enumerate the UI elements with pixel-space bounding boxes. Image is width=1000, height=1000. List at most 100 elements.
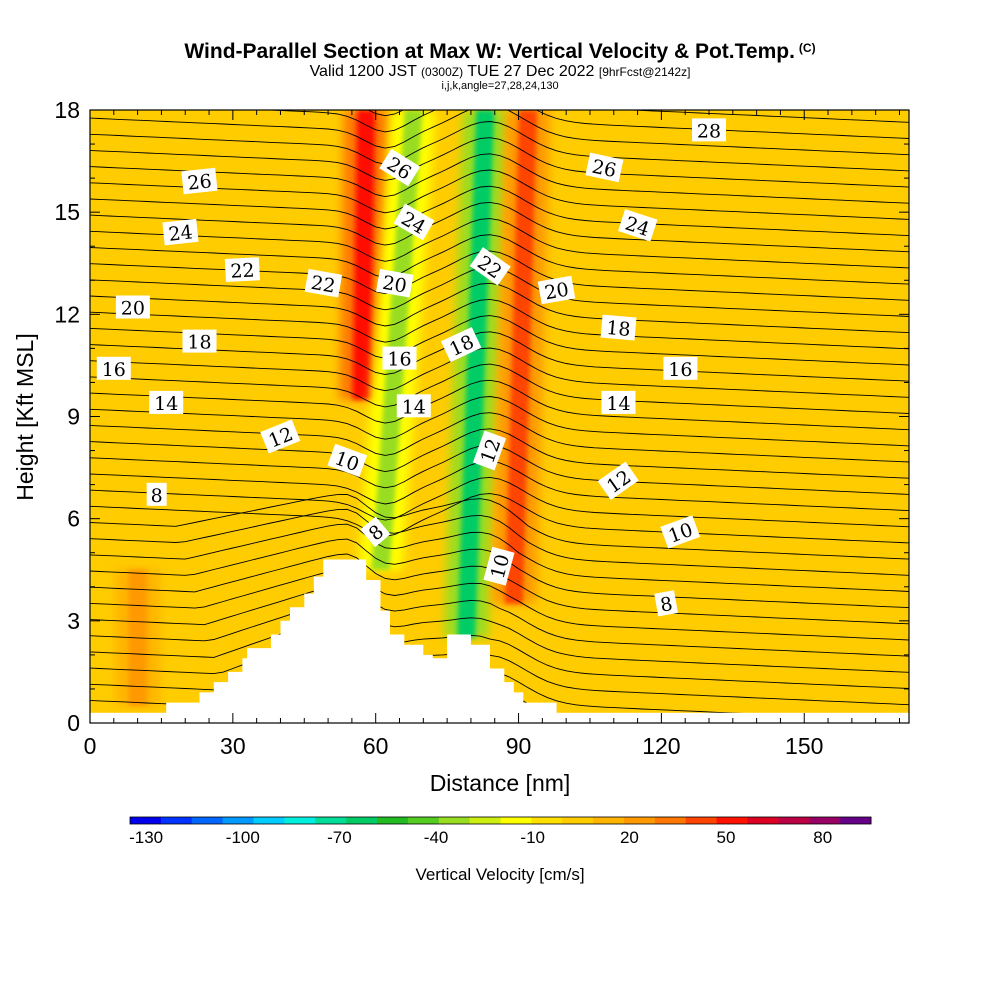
colorbar-swatch [407,817,440,824]
isentrope-line [90,412,909,463]
y-axis-label: Height [Kft MSL] [12,333,38,500]
colorbar-tick-label: 80 [813,828,832,847]
contour-label-text: 8 [659,593,675,617]
contour-label-text: 20 [381,272,409,298]
contour-label-text: 8 [151,485,163,507]
contour-label-box [379,148,421,187]
colorbar-swatch [531,817,563,824]
contour-label-box [182,329,217,353]
contour-label-text: 18 [187,332,211,354]
chart-title-text: Wind-Parallel Section at Max W: Vertical… [184,40,795,63]
colorbar: -130 -100 -70 -40 -10 20 50 80 [129,816,872,847]
colorbar-swatch [716,817,749,824]
contour-label-text: 18 [605,317,631,341]
velocity-field [90,110,909,723]
contour-label: 14 [601,390,636,415]
colorbar-swatch [160,817,193,824]
isentrope-line [90,298,909,350]
contour-label: 8 [654,590,678,617]
contour-label-text: 28 [697,120,721,142]
contour-label: 18 [600,314,637,341]
contour-label-box [224,257,260,282]
x-tick-label: 90 [506,733,532,759]
contour-label-box [618,209,658,242]
contour-label-text: 20 [121,298,145,320]
contour-label-box [483,546,515,586]
y-tick-label: 18 [54,97,80,123]
contour-label: 24 [393,203,435,241]
colorbar-swatch [346,817,378,824]
isentrope-line [90,137,909,188]
contour-label-text: 16 [668,359,692,381]
x-tick-label: 150 [785,733,823,759]
isentrope-line [90,598,909,673]
contour-label-box [601,390,636,414]
contour-label: 16 [96,356,131,381]
contour-label-box [327,443,368,477]
colorbar-swatch [222,817,255,824]
x-tick-label: 30 [220,733,246,759]
isentrope-line [90,185,909,237]
contour-label: 20 [115,295,150,320]
isentrope-line [90,379,909,431]
colorbar-tick-label: -70 [327,828,352,847]
contour-label-box [96,356,131,380]
isentrope-line [90,396,909,447]
contour-label-box [660,515,701,549]
isentrope-line [90,110,909,156]
colorbar-label: Vertical Velocity [cm/s] [415,865,584,884]
velocity-band-core [352,110,376,400]
contour-label-box [146,482,167,506]
contour-label: 18 [182,329,217,354]
terrain-shape [166,559,557,723]
colorbar-swatch [624,817,656,824]
isentrope-line [90,153,909,204]
contour-label: 20 [376,268,414,298]
velocity-band [491,110,551,604]
contour-label-box [654,590,678,617]
colorbar-swatch [685,817,718,824]
contour-label-text: 26 [186,170,212,194]
isentrope-line [90,493,909,544]
contour-label-box [181,167,218,195]
colorbar-swatch [438,817,471,824]
colorbar-swatch [747,817,779,824]
isentrope-line [90,218,909,269]
colorbar-tick-label: -10 [520,828,545,847]
contour-label-text: 26 [590,156,618,183]
contour-label-box [472,430,507,471]
contour-label: 18 [440,326,482,363]
contour-label-text: 16 [387,349,411,371]
colorbar-swatch [778,817,810,824]
contour-label: 8 [360,516,391,548]
isentrope-line [90,83,909,106]
isentrope-line [90,476,909,528]
colorbar-tick-label: -130 [129,828,163,847]
contour-label-box [149,390,184,414]
isentrope-line [90,347,909,398]
colorbar-swatch [253,817,285,824]
colorbar-tick-label: 20 [620,828,639,847]
contour-label: 14 [396,394,431,418]
isentrope-line [90,169,909,220]
contour-label: 20 [537,275,576,305]
contour-label-text: 22 [309,272,337,298]
colorbar-swatch [315,817,347,824]
colorbar-swatch [840,817,872,824]
contour-label-box [692,118,726,142]
contour-label-box [162,218,199,246]
contour-label-text: 20 [543,279,571,305]
contour-label-box [376,268,414,298]
isentrope-line [260,110,909,139]
velocity-band-core [504,110,538,604]
contour-label-text: 16 [102,359,126,381]
contour-label: 28 [692,118,726,142]
chart-subtitle: Valid 1200 JST (0300Z) TUE 27 Dec 2022 [… [0,64,1000,80]
colorbar-tick-label: -100 [226,828,260,847]
isentrope-line [90,428,909,479]
contour-label-text: 24 [167,221,193,245]
colorbar-swatch [562,817,594,824]
contour-label-box [360,516,391,548]
